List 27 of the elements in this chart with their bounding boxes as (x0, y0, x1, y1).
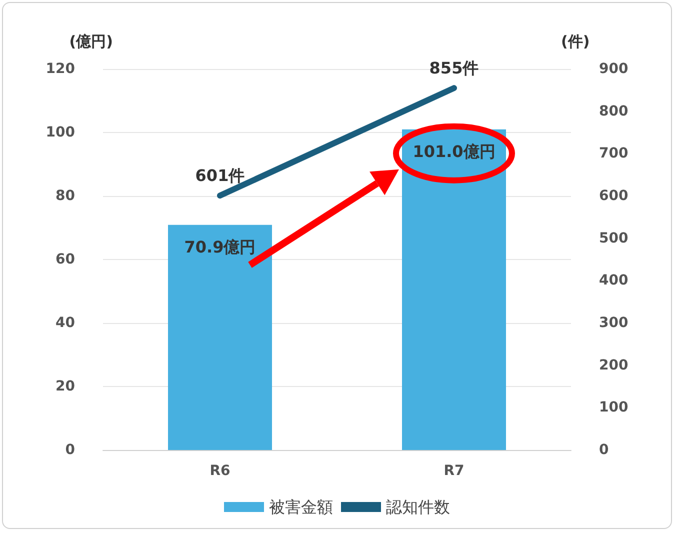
y-tick-label: 120 (46, 61, 76, 77)
y2-tick-label: 700 (599, 146, 628, 162)
x-tick-label: R6 (210, 463, 230, 479)
y2-axis-title: (件) (561, 32, 590, 50)
y-axis-title: (億円) (69, 32, 113, 50)
y2-tick-label: 0 (599, 442, 609, 458)
y2-tick-label: 500 (599, 230, 628, 246)
y-tick-label: 40 (56, 315, 76, 331)
y2-tick-label: 900 (599, 61, 628, 77)
x-tick-label: R7 (444, 463, 464, 479)
data-label: 70.9億円 (184, 237, 256, 256)
y-tick-label: 0 (65, 442, 76, 458)
y-tick-label: 100 (46, 124, 76, 140)
y2-tick-label: 200 (599, 357, 628, 374)
y-tick-label: 60 (56, 252, 76, 268)
legend-label: 認知件数 (386, 498, 450, 516)
y-tick-label: 80 (56, 188, 76, 204)
data-label: 855件 (429, 58, 479, 78)
y2-tick-label: 300 (599, 315, 628, 331)
y2-tick-label: 600 (599, 188, 628, 204)
data-label: 101.0億円 (412, 142, 496, 161)
data-label: 601件 (195, 166, 245, 186)
y-tick-label: 20 (56, 378, 76, 394)
y2-tick-label: 800 (599, 103, 628, 120)
y2-tick-label: 100 (599, 400, 628, 416)
legend-label: 被害金額 (269, 498, 333, 516)
y2-tick-label: 400 (599, 272, 628, 289)
